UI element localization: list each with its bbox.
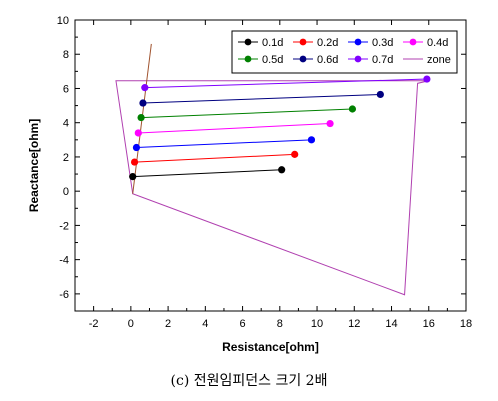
legend-label: zone bbox=[427, 54, 451, 66]
x-tick-label: 4 bbox=[202, 318, 208, 330]
data-point bbox=[376, 90, 384, 99]
data-point bbox=[141, 84, 149, 92]
data-point bbox=[278, 166, 286, 174]
series-0.2d bbox=[130, 150, 299, 166]
series-0.5d bbox=[137, 105, 357, 122]
series-0.7d bbox=[141, 75, 431, 92]
y-tick-label: -6 bbox=[59, 289, 69, 301]
data-point bbox=[134, 129, 142, 137]
zone-layer bbox=[115, 43, 429, 296]
x-tick-label: 0 bbox=[128, 318, 134, 330]
legend-swatch-marker bbox=[354, 55, 362, 63]
x-tick-label: 6 bbox=[240, 318, 246, 330]
legend-item-0.4d: 0.4d bbox=[403, 37, 448, 49]
x-tick-label: -2 bbox=[89, 318, 99, 330]
y-tick-label: 8 bbox=[63, 49, 69, 61]
legend-item-0.5d: 0.5d bbox=[238, 54, 283, 66]
series-line bbox=[138, 123, 331, 134]
legend-swatch-marker bbox=[354, 38, 362, 46]
data-point bbox=[423, 75, 431, 83]
data-point bbox=[139, 99, 147, 107]
legend-label: 0.3d bbox=[372, 37, 393, 49]
data-point bbox=[132, 143, 141, 152]
axes-layer: -2 0 2 4 6 8 10 12 14 16 18 -6 -4 -2 0 2 4 6 8 10 bbox=[57, 15, 472, 330]
y-tick-label: 6 bbox=[63, 83, 69, 95]
legend-swatch-marker bbox=[244, 38, 252, 46]
data-point bbox=[307, 136, 316, 144]
legend-label: 0.1d bbox=[262, 37, 283, 49]
data-point bbox=[137, 113, 145, 122]
x-tick-label: 2 bbox=[165, 318, 171, 330]
data-point bbox=[291, 150, 299, 158]
series-0.3d bbox=[132, 136, 316, 152]
legend-swatch-marker bbox=[299, 38, 307, 46]
series-line bbox=[141, 108, 353, 119]
data-point bbox=[348, 105, 357, 113]
legend-item-zone: zone bbox=[403, 54, 451, 66]
series-0.4d bbox=[134, 119, 334, 137]
series-0.1d bbox=[129, 166, 286, 181]
plot-frame bbox=[74, 19, 467, 312]
legend: 0.1d 0.2d 0.3d 0.4d 0.5d 0.6d 0.7d zone bbox=[231, 30, 458, 74]
y-tick-label: 0 bbox=[63, 186, 69, 198]
y-tick-label: 4 bbox=[63, 118, 69, 130]
series-layer bbox=[129, 75, 431, 181]
series-line bbox=[134, 153, 295, 163]
x-tick-label: 16 bbox=[423, 318, 435, 330]
legend-swatch-marker bbox=[244, 55, 252, 63]
series-line bbox=[144, 78, 427, 89]
y-tick-label: -2 bbox=[59, 220, 69, 232]
data-point bbox=[326, 119, 334, 128]
legend-box bbox=[231, 30, 458, 74]
zone-polygon bbox=[115, 80, 429, 296]
y-tick-label: 10 bbox=[57, 15, 69, 27]
legend-label: 0.2d bbox=[317, 37, 338, 49]
legend-swatch-marker bbox=[409, 38, 417, 46]
x-tick-label: 14 bbox=[385, 318, 397, 330]
y-tick-label: 2 bbox=[63, 152, 69, 164]
legend-label: 0.5d bbox=[262, 54, 283, 66]
x-tick-label: 10 bbox=[311, 318, 323, 330]
x-tick-label: 18 bbox=[460, 318, 472, 330]
x-tick-label: 12 bbox=[348, 318, 360, 330]
legend-item-0.7d: 0.7d bbox=[348, 54, 393, 66]
y-tick-label: -4 bbox=[59, 255, 69, 267]
series-0.6d bbox=[139, 90, 384, 107]
legend-item-0.6d: 0.6d bbox=[293, 54, 338, 66]
legend-swatch-marker bbox=[299, 55, 307, 63]
legend-item-0.2d: 0.2d bbox=[293, 37, 338, 49]
series-line bbox=[136, 139, 312, 149]
x-tick-label: 8 bbox=[277, 318, 283, 330]
y-axis-title: Reactance[ohm] bbox=[27, 119, 41, 212]
legend-item-0.3d: 0.3d bbox=[348, 37, 393, 49]
x-axis-title: Resistance[ohm] bbox=[222, 340, 319, 354]
series-line bbox=[142, 93, 381, 104]
legend-item-0.1d: 0.1d bbox=[238, 37, 283, 49]
data-point bbox=[130, 158, 139, 166]
figure-caption: (c) 전원임피던스 크기 2배 bbox=[170, 373, 328, 389]
data-point bbox=[129, 173, 137, 181]
legend-label: 0.6d bbox=[317, 54, 338, 66]
series-line bbox=[132, 169, 282, 178]
legend-label: 0.4d bbox=[427, 37, 448, 49]
legend-label: 0.7d bbox=[372, 54, 393, 66]
